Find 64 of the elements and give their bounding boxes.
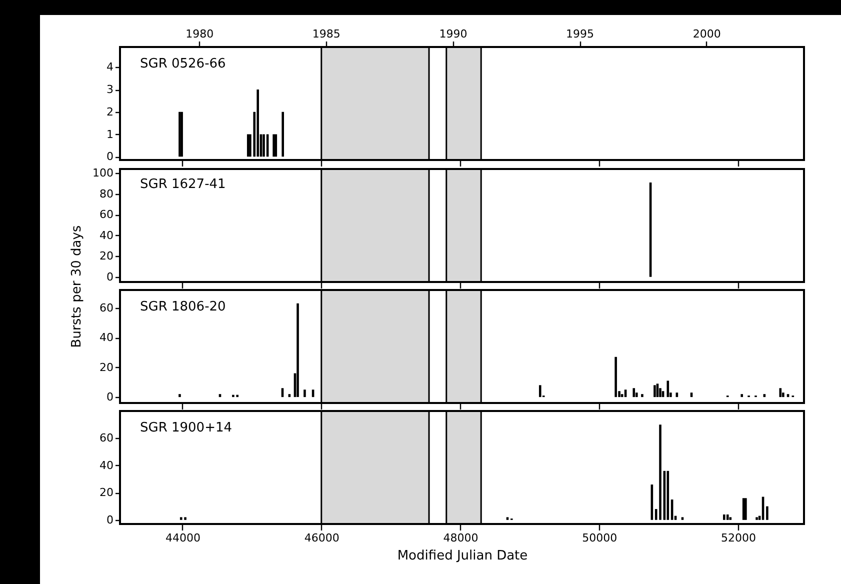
x2-tick-label: 1985 <box>312 28 340 40</box>
bar <box>256 90 259 157</box>
bar <box>766 506 768 520</box>
y-tick-label: 3 <box>106 83 114 96</box>
y-tick-label: 4 <box>106 60 114 74</box>
x-tick-label: 44000 <box>165 532 200 544</box>
bar <box>659 424 662 520</box>
x-tick-label: 50000 <box>582 532 618 544</box>
x-axis-title: Modified Julian Date <box>397 548 528 564</box>
x-tick-label: 48000 <box>443 532 478 544</box>
y-tick-label: 20 <box>100 486 114 500</box>
bar <box>262 134 265 157</box>
y-tick-label: 40 <box>100 458 114 472</box>
bar <box>654 385 656 398</box>
bar <box>304 390 306 398</box>
bar <box>538 385 542 398</box>
bar <box>641 394 644 398</box>
y-tick-label: 60 <box>100 301 114 314</box>
bar <box>726 514 729 520</box>
bar <box>180 517 182 520</box>
y-tick-label: 80 <box>100 187 114 200</box>
text: SGR 1900+14 <box>140 420 232 436</box>
text: SGR 0526-66 <box>140 56 226 72</box>
y-tick-label: 40 <box>100 331 114 344</box>
bar <box>274 134 278 157</box>
bar <box>506 517 509 520</box>
bar <box>756 517 758 520</box>
x2-tick-label: 1990 <box>439 28 468 40</box>
bar <box>722 514 726 520</box>
x2-tick-label: 2000 <box>692 28 721 40</box>
y-tick-label: 60 <box>100 432 114 445</box>
y-tick-label: 1 <box>106 128 114 141</box>
x2-tick-label: 1995 <box>566 28 594 40</box>
bar <box>666 380 670 398</box>
y-tick-label: 0 <box>106 150 114 164</box>
bar <box>178 394 181 398</box>
y-tick-label: 60 <box>100 208 114 222</box>
bar <box>729 517 732 520</box>
bar <box>632 388 636 398</box>
bar <box>184 517 186 520</box>
bar <box>744 498 747 520</box>
bar <box>614 356 617 398</box>
y-tick-label: 20 <box>100 250 114 263</box>
y-tick-label: 40 <box>100 228 114 242</box>
bar <box>681 517 684 520</box>
text: SGR 1806-20 <box>140 299 226 314</box>
bar <box>232 394 234 398</box>
bar <box>666 470 670 520</box>
y-tick-label: 20 <box>100 360 114 374</box>
y-tick-label: 2 <box>106 105 114 118</box>
bar <box>296 303 299 398</box>
x-tick-label: 46000 <box>304 532 340 544</box>
text: SGR 1627-41 <box>140 177 226 192</box>
x2-tick-label: 1980 <box>186 28 214 40</box>
y-axis-title: Bursts per 30 days <box>70 225 84 348</box>
y-tick-label: 100 <box>92 166 114 180</box>
bar <box>236 394 239 398</box>
y-tick-label: 0 <box>106 270 114 284</box>
bar <box>282 112 284 157</box>
bar <box>740 394 743 398</box>
x-tick-label: 52000 <box>721 532 756 544</box>
bar <box>779 388 782 398</box>
y-tick-label: 0 <box>106 513 114 526</box>
y-tick-label: 0 <box>106 390 114 404</box>
